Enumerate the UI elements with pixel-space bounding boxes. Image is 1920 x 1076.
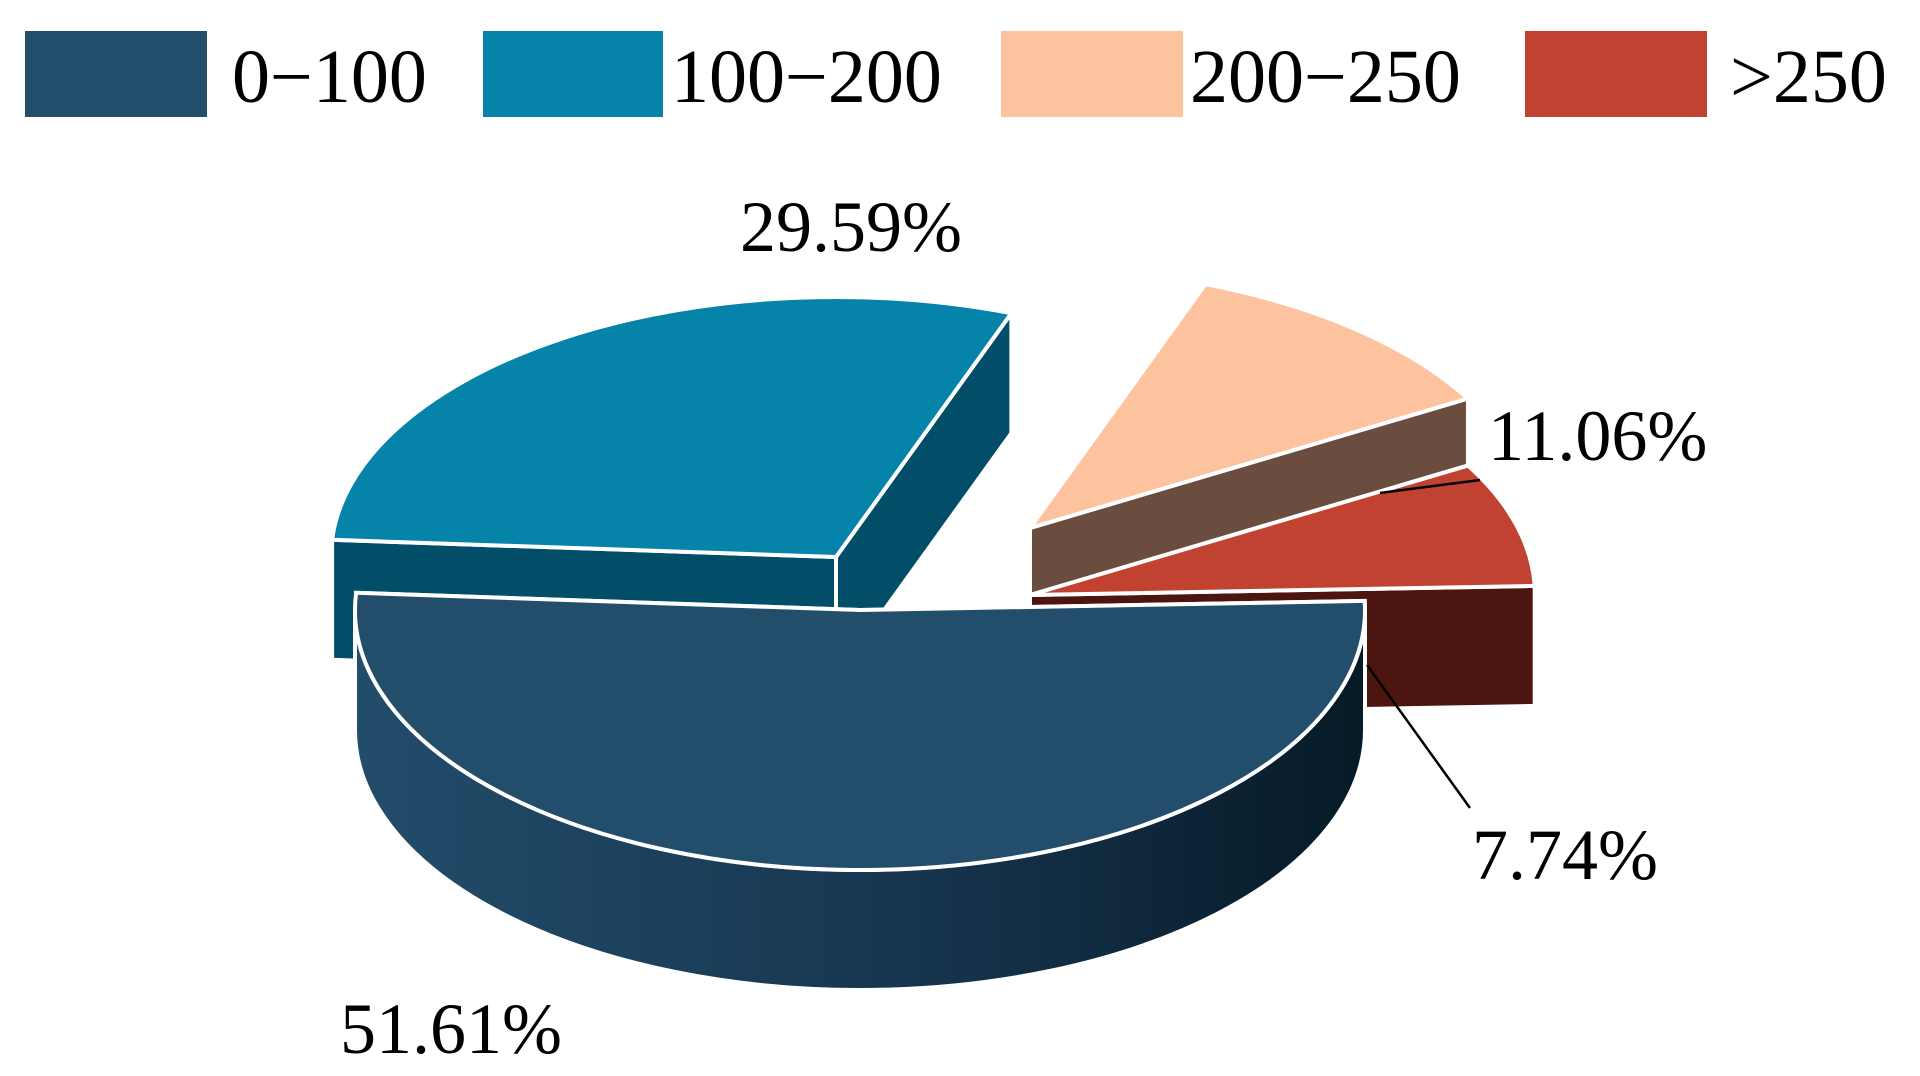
legend-label-2: 200−250	[1190, 35, 1461, 119]
slice-value-label-3: 7.74%	[1472, 815, 1658, 895]
legend-swatch-2	[1001, 31, 1183, 117]
pie-slice-tops	[329, 277, 1537, 992]
pie-slice-2-top	[1024, 281, 1472, 532]
leader-line-2	[1379, 478, 1481, 495]
legend-label-0: 0−100	[232, 35, 427, 119]
pie-slice-3-top	[1029, 463, 1537, 597]
legend-swatch-3	[1525, 31, 1707, 117]
slice-value-label-1: 29.59%	[740, 187, 962, 267]
slice-value-label-0: 51.61%	[340, 989, 562, 1069]
legend-swatch-0	[25, 31, 207, 117]
pie-slice-0-top	[353, 590, 1367, 872]
pie-slice-1-top	[329, 295, 1015, 560]
leader-line-3	[1365, 664, 1472, 809]
legend-swatch-1	[483, 31, 663, 117]
legend: 0−100 100−200 200−250 >250	[25, 31, 1887, 119]
pie-slice-0	[353, 590, 1367, 992]
legend-label-3: >250	[1730, 35, 1887, 119]
slice-value-label-2: 11.06%	[1488, 396, 1707, 476]
legend-label-1: 100−200	[671, 35, 942, 119]
leader-lines	[1365, 478, 1481, 809]
